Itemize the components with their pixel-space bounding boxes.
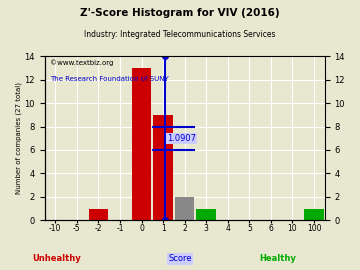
Bar: [304, 208, 324, 220]
Bar: [153, 115, 173, 220]
Text: 1.0907: 1.0907: [167, 134, 196, 143]
Bar: [89, 208, 108, 220]
Text: Healthy: Healthy: [259, 254, 296, 263]
Text: Industry: Integrated Telecommunications Services: Industry: Integrated Telecommunications …: [84, 30, 276, 39]
Text: Unhealthy: Unhealthy: [32, 254, 81, 263]
Bar: [132, 68, 151, 220]
Text: Score: Score: [168, 254, 192, 263]
Text: Z'-Score Histogram for VIV (2016): Z'-Score Histogram for VIV (2016): [80, 8, 280, 18]
Y-axis label: Number of companies (27 total): Number of companies (27 total): [15, 82, 22, 194]
Bar: [175, 197, 194, 220]
Text: ©www.textbiz.org: ©www.textbiz.org: [50, 60, 113, 66]
Text: The Research Foundation of SUNY: The Research Foundation of SUNY: [50, 76, 169, 82]
Bar: [197, 208, 216, 220]
